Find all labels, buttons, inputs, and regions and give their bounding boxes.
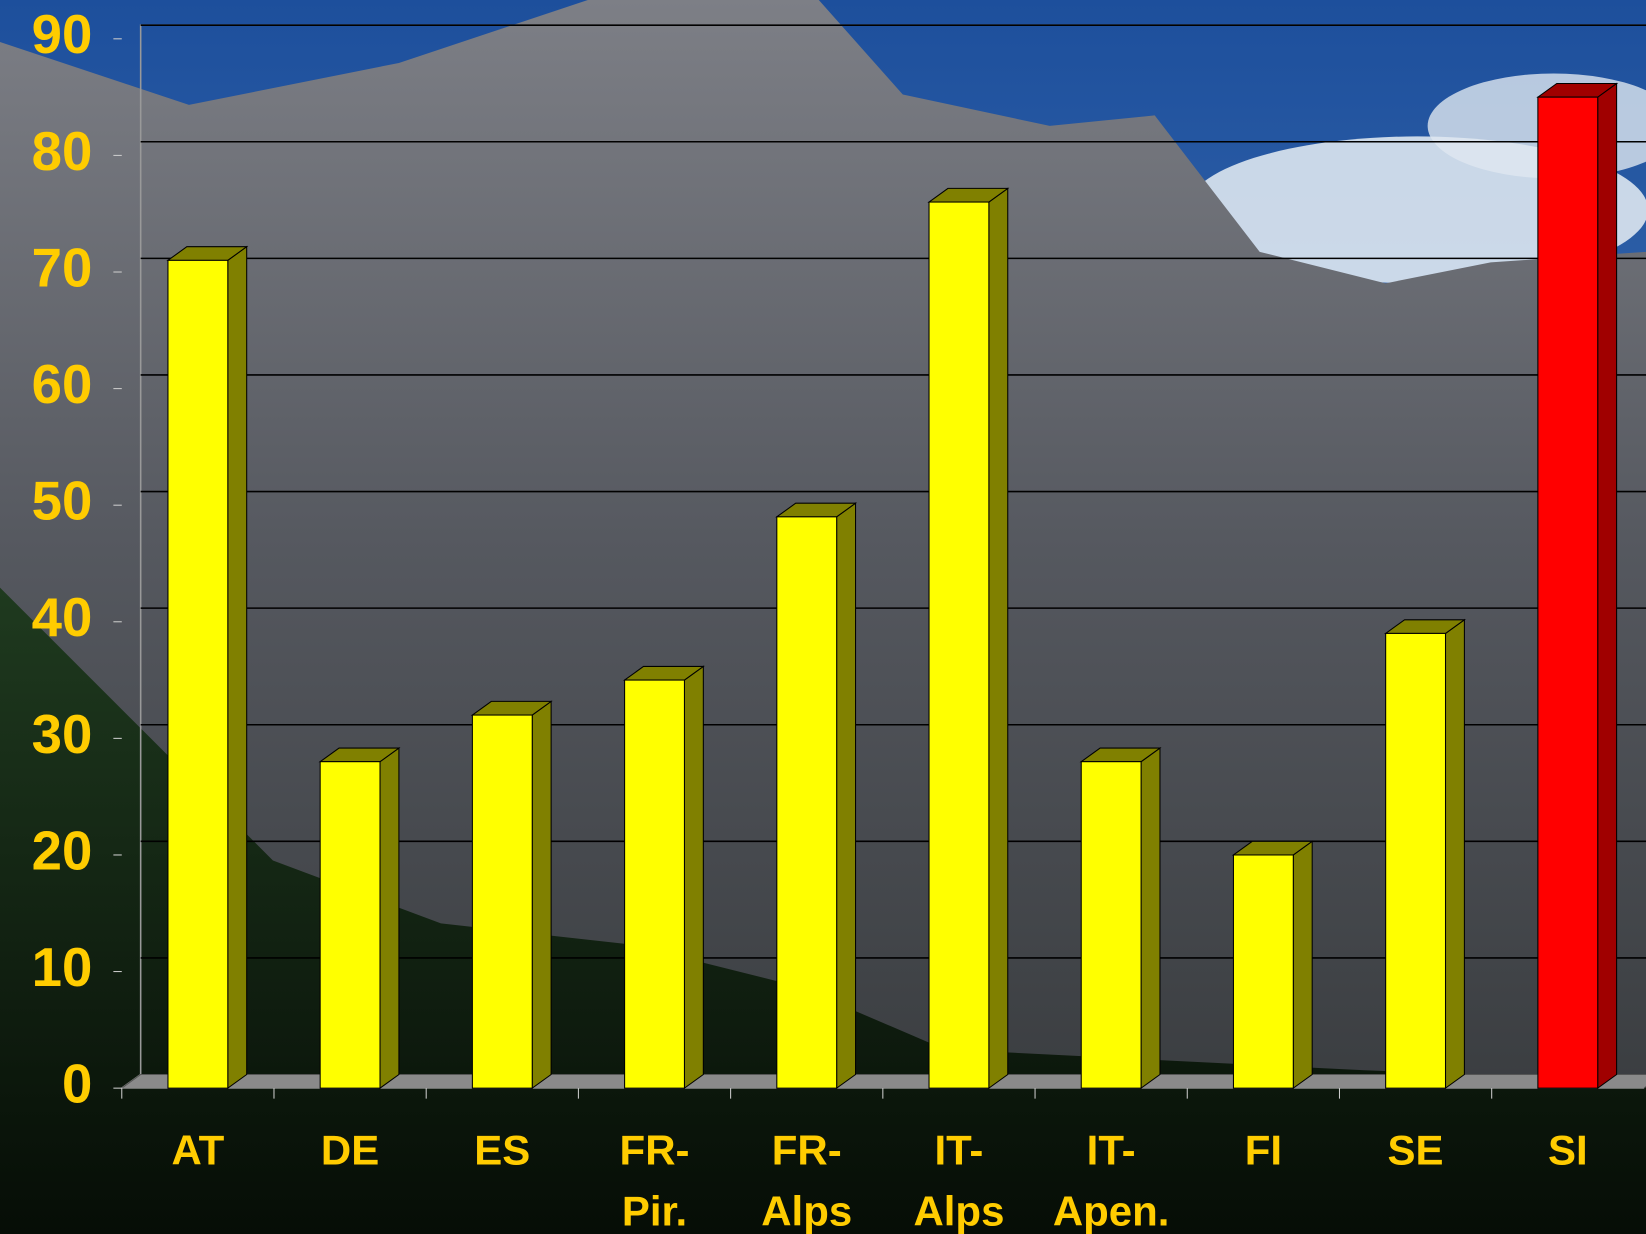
y-tick-label: 0	[62, 1054, 92, 1115]
y-tick-label: 50	[32, 471, 93, 532]
bar	[775, 502, 858, 1090]
x-tick-label: IT-Apen.	[1053, 1127, 1170, 1234]
y-tick-label: 40	[32, 587, 93, 648]
x-tick-label: AT	[171, 1127, 224, 1174]
y-tick-label: 80	[32, 121, 93, 182]
x-tick-label: FI	[1245, 1127, 1282, 1174]
bar	[1536, 82, 1619, 1090]
bar-side	[227, 245, 248, 1090]
y-tick-label: 10	[32, 937, 93, 998]
bar-side	[1292, 840, 1313, 1090]
bar-side	[683, 665, 704, 1090]
bar	[1384, 618, 1467, 1090]
bar	[470, 700, 553, 1090]
bar	[1079, 747, 1162, 1090]
bar-side	[988, 187, 1009, 1090]
bar-front	[624, 679, 685, 1089]
bar-side	[1444, 618, 1465, 1090]
bar-side	[531, 700, 552, 1090]
bar-front	[319, 761, 381, 1089]
bar	[318, 747, 401, 1090]
bar-side	[379, 747, 400, 1090]
y-tick-label: 30	[32, 704, 93, 765]
y-tick-label: 90	[32, 4, 93, 65]
bar-front	[471, 714, 533, 1089]
x-tick-label: FR-Alps	[761, 1127, 852, 1234]
bar-side	[1140, 747, 1161, 1090]
bar-front	[1537, 96, 1599, 1089]
bar-side	[1597, 82, 1618, 1090]
bar	[166, 245, 249, 1090]
bar-front	[1385, 632, 1447, 1089]
bar-front	[167, 259, 229, 1089]
bar	[927, 187, 1010, 1090]
x-tick-label: SE	[1388, 1127, 1444, 1174]
bar-front	[1080, 761, 1142, 1089]
x-tick-label: DE	[321, 1127, 379, 1174]
x-tick-label: SI	[1548, 1127, 1588, 1174]
x-tick-label: ES	[474, 1127, 530, 1174]
bar-front	[776, 516, 838, 1089]
bar	[1231, 840, 1314, 1090]
y-tick-label: 70	[32, 237, 93, 298]
x-tick-label: FR-Pir.	[620, 1127, 690, 1234]
bar	[622, 665, 705, 1090]
y-tick-label: 60	[32, 354, 93, 415]
bar-front	[928, 201, 990, 1089]
bar-front	[1232, 854, 1294, 1089]
y-tick-label: 20	[32, 820, 93, 881]
x-tick-label: IT-Alps	[913, 1127, 1004, 1234]
bar-side	[836, 502, 857, 1090]
